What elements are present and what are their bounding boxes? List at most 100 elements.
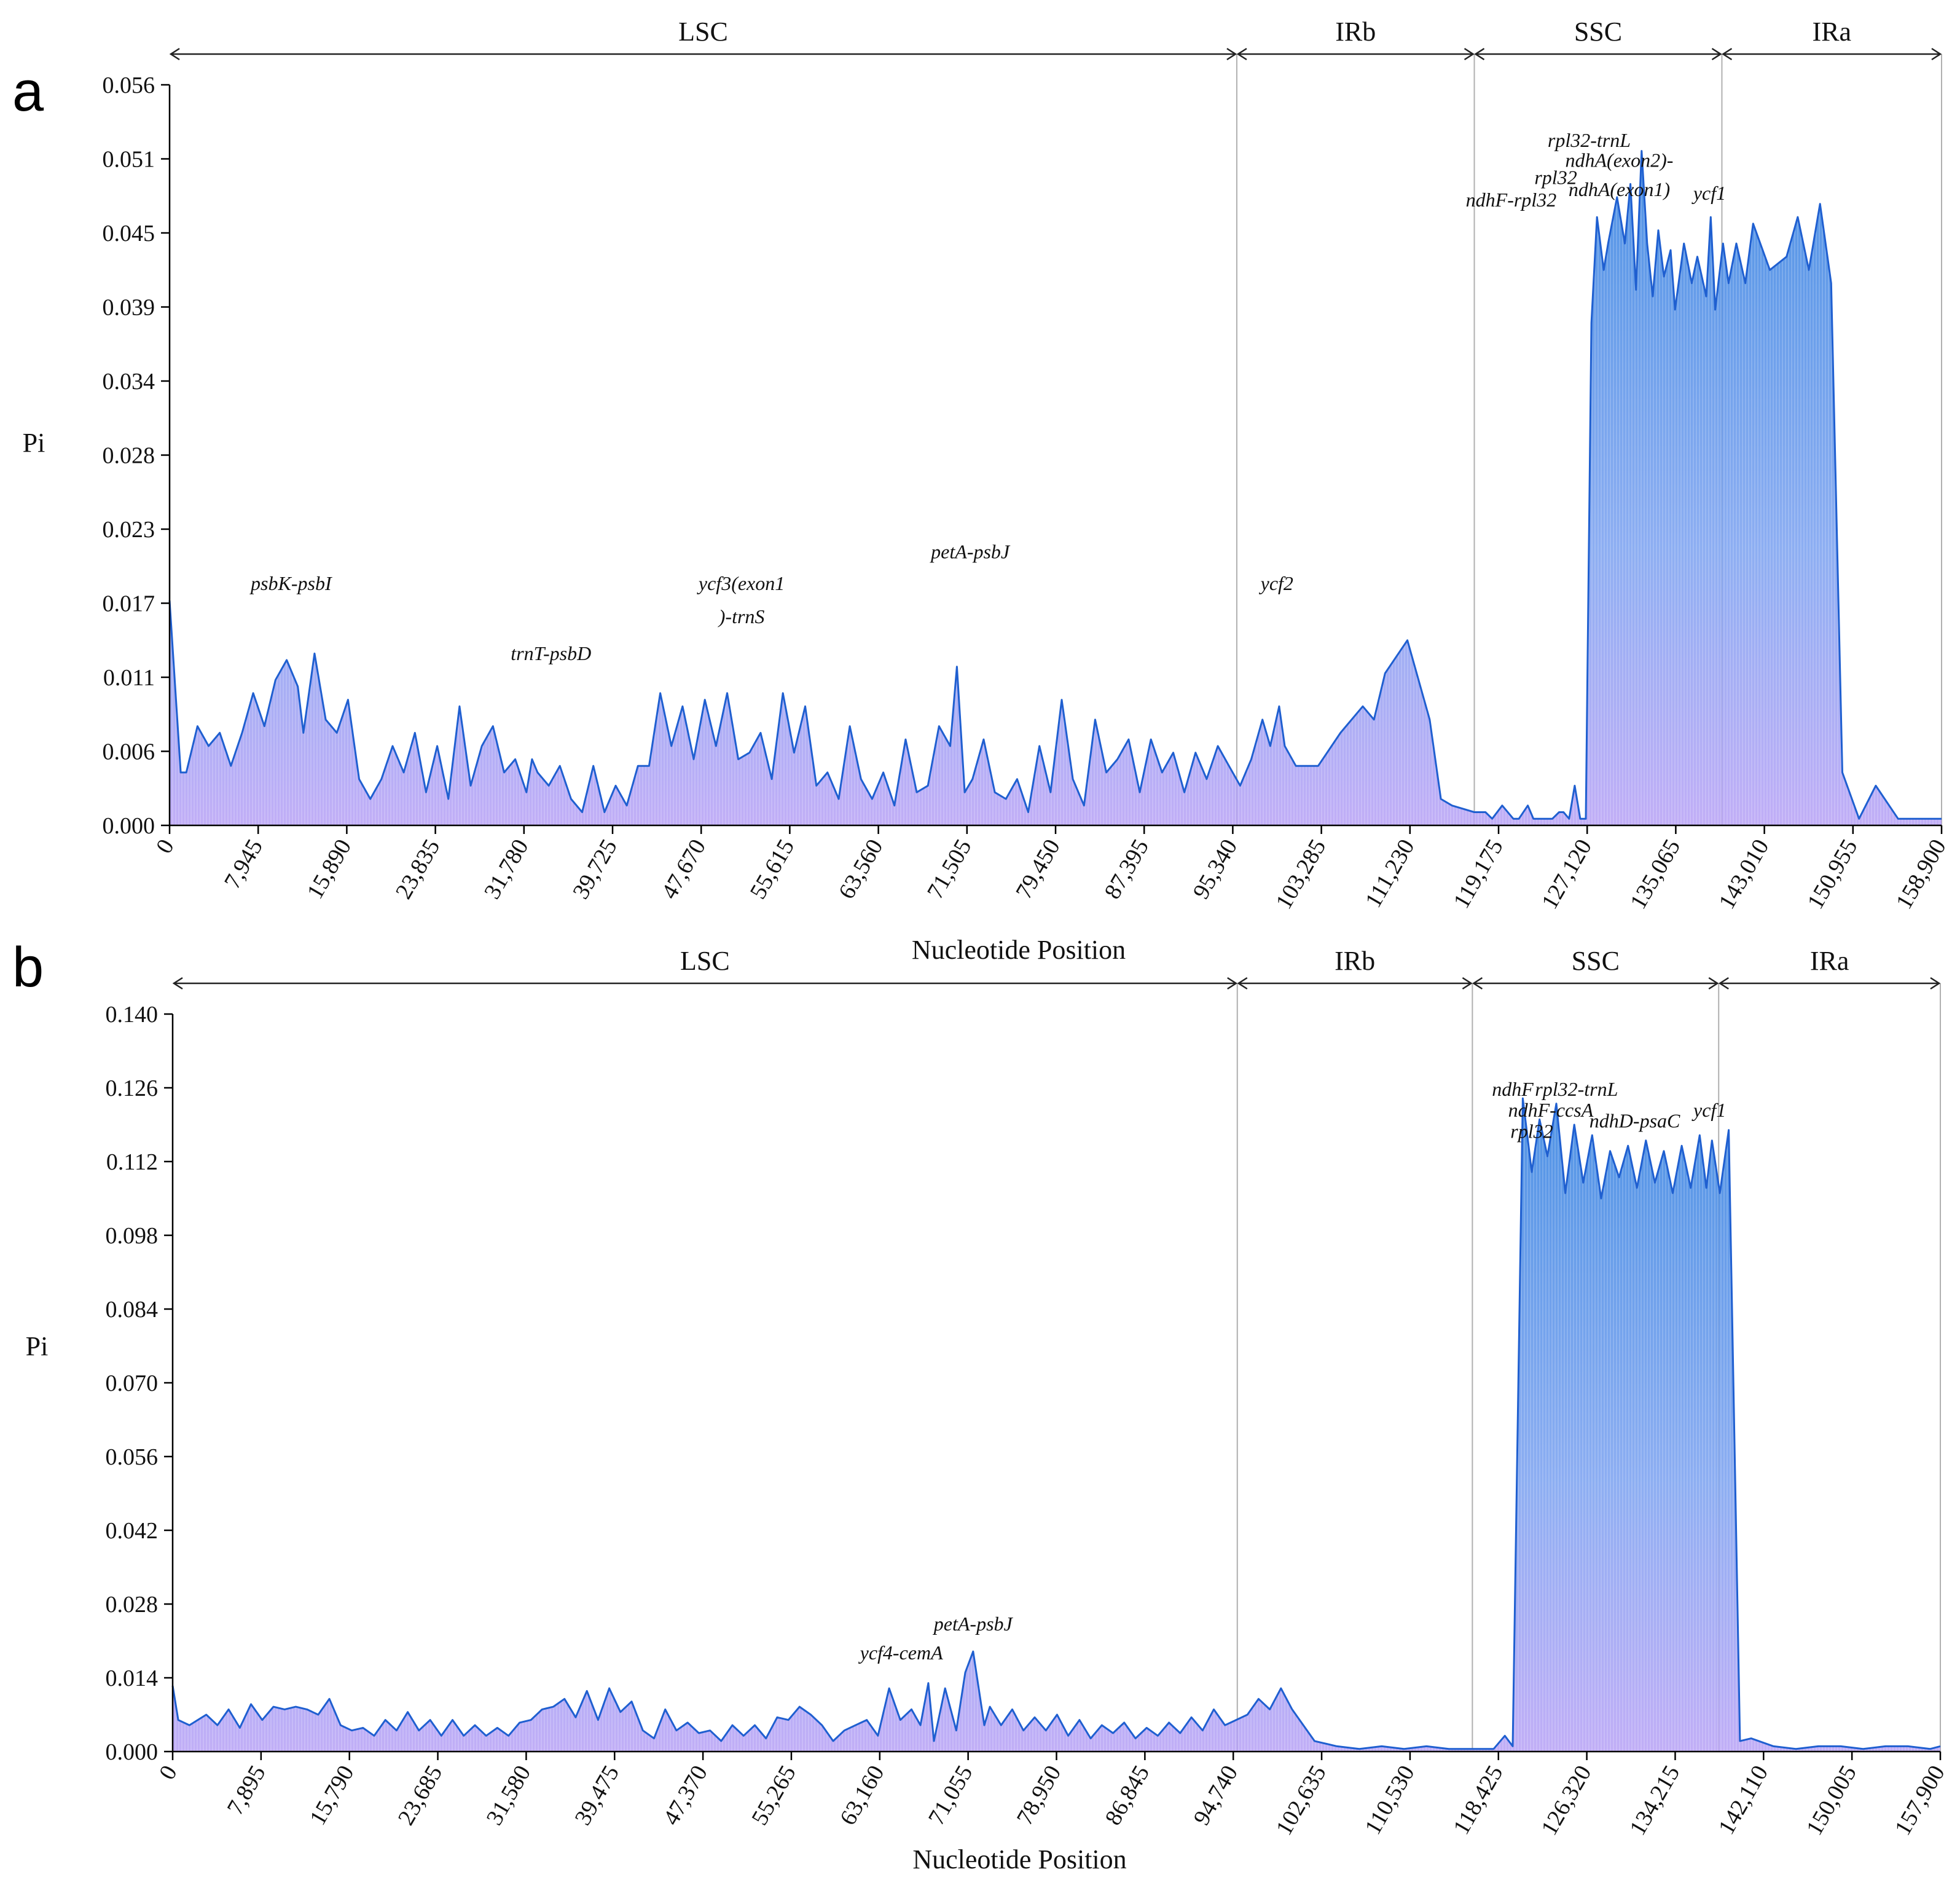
peak-annotation: ndhF-rpl32 bbox=[1466, 189, 1557, 211]
x-tick-label: 63,160 bbox=[835, 1761, 890, 1830]
y-tick-label: 0.056 bbox=[106, 1444, 159, 1470]
x-tick-label: 111,230 bbox=[1360, 835, 1420, 913]
peak-annotation: rpl32-trnL bbox=[1535, 1078, 1618, 1100]
peak-annotation: ycf1 bbox=[1691, 182, 1726, 204]
region-arrow-left bbox=[1472, 977, 1483, 990]
peak-annotation: petA-psbJ bbox=[933, 1613, 1014, 1635]
x-tick-label: 31,780 bbox=[479, 835, 534, 903]
panel-a-chart: a LSC IRb SSC IRa 0.000 0.006 0.011 0.017 0.023 0.… bbox=[12, 17, 1951, 965]
y-tick-label: 0.140 bbox=[106, 1002, 159, 1028]
peak-annotation: psbK-psbI bbox=[249, 572, 332, 594]
x-tick-label: 94,740 bbox=[1188, 1761, 1243, 1830]
y-axis-title: Pi bbox=[26, 1331, 49, 1361]
pi-line bbox=[168, 150, 1942, 820]
peak-annotation: ndhD-psaC bbox=[1590, 1109, 1680, 1131]
x-tick-label: 55,265 bbox=[747, 1761, 801, 1830]
y-tick-label: 0.084 bbox=[106, 1297, 159, 1323]
peak-annotation: )-trnS bbox=[718, 605, 765, 627]
x-tick-label: 95,340 bbox=[1188, 835, 1243, 903]
y-tick-label: 0.070 bbox=[106, 1371, 159, 1396]
y-tick-label: 0.112 bbox=[106, 1149, 158, 1175]
peak-annotation: ndhF bbox=[1492, 1078, 1534, 1100]
x-tick-label: 102,635 bbox=[1271, 1761, 1331, 1840]
region-arrow-right bbox=[1462, 977, 1473, 990]
region-arrow-right bbox=[1464, 47, 1475, 61]
peak-annotation: ycf4-cemA bbox=[858, 1642, 943, 1664]
x-tick-label: 143,010 bbox=[1714, 835, 1774, 914]
region-arrow-left bbox=[172, 977, 183, 990]
x-tick-label: 118,425 bbox=[1448, 1761, 1508, 1839]
peak-annotation: rpl32-trnL bbox=[1548, 129, 1631, 151]
region-arrow-left bbox=[1236, 47, 1247, 61]
x-tick-label: 71,505 bbox=[922, 835, 977, 903]
region-arrow-left bbox=[1718, 977, 1729, 990]
y-tick-label: 0.023 bbox=[103, 517, 155, 543]
y-tick-label: 0.042 bbox=[106, 1518, 159, 1544]
y-tick-label: 0.051 bbox=[103, 147, 155, 173]
x-axis-title: Nucleotide Position bbox=[912, 935, 1126, 965]
peak-annotation: ndhF-ccsA bbox=[1508, 1099, 1594, 1121]
region-arrow-right bbox=[1227, 977, 1238, 990]
x-tick-label: 103,285 bbox=[1271, 835, 1331, 914]
x-tick-label: 23,685 bbox=[393, 1761, 448, 1830]
x-tick-label: 7,895 bbox=[222, 1761, 271, 1820]
region-label: IRa bbox=[1810, 946, 1849, 976]
x-tick-label: 142,110 bbox=[1714, 1761, 1773, 1839]
pi-area-fill bbox=[173, 1098, 1940, 1752]
region-label: IRb bbox=[1335, 17, 1376, 47]
peak-annotation: rpl32 bbox=[1534, 166, 1577, 188]
x-tick-label: 63,560 bbox=[834, 835, 888, 903]
x-tick-label: 39,725 bbox=[568, 835, 622, 903]
peak-annotation: ndhA(exon2)- bbox=[1566, 149, 1674, 171]
pi-area-fill bbox=[170, 151, 1942, 826]
peak-annotation: ycf3(exon1 bbox=[697, 572, 785, 594]
x-tick-label: 47,670 bbox=[656, 835, 711, 903]
region-arrow-left bbox=[1722, 47, 1733, 61]
x-tick-label: 15,890 bbox=[302, 835, 357, 903]
pi-line bbox=[171, 1097, 1941, 1750]
x-tick-label: 23,835 bbox=[391, 835, 445, 903]
x-tick-label: 0 bbox=[151, 835, 179, 858]
y-tick-label: 0.039 bbox=[103, 295, 155, 321]
y-tick-label: 0.028 bbox=[106, 1592, 159, 1618]
y-tick-label: 0.014 bbox=[106, 1666, 159, 1691]
peak-annotation: rpl32 bbox=[1510, 1120, 1553, 1142]
x-tick-label: 78,950 bbox=[1012, 1761, 1067, 1830]
region-label: LSC bbox=[678, 17, 728, 47]
region-arrow-right bbox=[1931, 47, 1942, 61]
y-axis-title: Pi bbox=[23, 428, 45, 458]
region-arrow-right bbox=[1708, 977, 1719, 990]
panel-b-chart: b LSC IRb SSC IRa 0.000 0.014 0.028 0.042 0.056 0.… bbox=[12, 936, 1950, 1874]
y-tick-label: 0.045 bbox=[103, 221, 155, 246]
x-tick-label: 135,065 bbox=[1625, 835, 1685, 914]
x-tick-label: 71,055 bbox=[923, 1761, 978, 1830]
y-tick-label: 0.028 bbox=[103, 443, 155, 469]
peak-annotation: ycf2 bbox=[1259, 572, 1293, 594]
region-arrow-left bbox=[1474, 47, 1485, 61]
region-label: LSC bbox=[680, 946, 730, 976]
x-tick-label: 150,005 bbox=[1801, 1761, 1862, 1840]
y-tick-label: 0.126 bbox=[106, 1076, 159, 1101]
x-tick-label: 7,945 bbox=[219, 835, 268, 894]
region-label: SSC bbox=[1572, 946, 1620, 976]
region-arrow-left bbox=[1237, 977, 1248, 990]
region-label: SSC bbox=[1574, 17, 1622, 47]
y-tick-label: 0.011 bbox=[103, 665, 155, 691]
region-arrow-right bbox=[1226, 47, 1237, 61]
x-tick-label: 134,215 bbox=[1625, 1761, 1685, 1840]
region-label: IRa bbox=[1812, 17, 1851, 47]
y-tick-label: 0.000 bbox=[103, 813, 155, 839]
y-tick-label: 0.056 bbox=[103, 73, 155, 98]
y-tick-label: 0.034 bbox=[103, 369, 155, 395]
x-tick-label: 47,370 bbox=[658, 1761, 713, 1830]
y-tick-label: 0.006 bbox=[103, 739, 155, 765]
x-tick-label: 157,900 bbox=[1890, 1761, 1950, 1840]
peak-annotation: ndhA(exon1) bbox=[1569, 178, 1670, 200]
y-tick-label: 0.000 bbox=[106, 1739, 159, 1765]
x-tick-label: 15,790 bbox=[305, 1761, 359, 1830]
panel-letter: b bbox=[12, 936, 44, 999]
peak-annotation: trnT-psbD bbox=[511, 642, 591, 664]
region-arrow-left bbox=[169, 47, 180, 61]
x-tick-label: 39,475 bbox=[570, 1761, 624, 1830]
